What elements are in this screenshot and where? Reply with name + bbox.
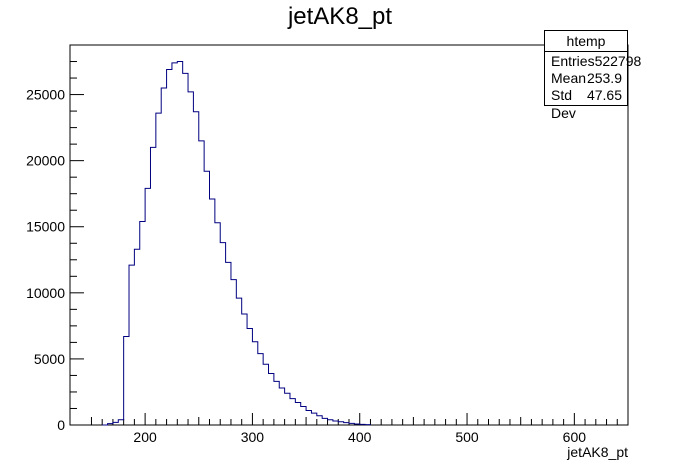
x-axis-label: jetAK8_pt (566, 444, 628, 460)
stats-box: htemp Entries 522798 Mean 253.9 Std Dev … (544, 30, 641, 121)
stats-value: 47.65 (586, 87, 622, 103)
stats-label: Std Dev (551, 87, 576, 121)
x-tick-label: 600 (563, 429, 587, 445)
y-tick-label: 5000 (34, 351, 65, 367)
stats-row-mean: Mean 253.9 (545, 69, 627, 86)
stats-box-title: htemp (545, 31, 627, 52)
x-tick-label: 300 (241, 429, 265, 445)
y-axis: 0 5000 10000 15000 20000 25000 (26, 61, 84, 433)
y-tick-label: 10000 (26, 285, 65, 301)
chart-title: jetAK8_pt (287, 3, 392, 30)
y-tick-label: 0 (57, 417, 65, 433)
x-tick-label: 400 (348, 429, 372, 445)
histogram-series-line (102, 61, 371, 426)
y-tick-label: 15000 (26, 219, 65, 235)
x-axis: 200 300 400 500 600 (90, 413, 629, 445)
y-tick-label: 20000 (26, 153, 65, 169)
stats-row-entries: Entries 522798 (545, 52, 641, 69)
stats-label: Mean (551, 70, 587, 86)
stats-label: Entries (551, 53, 595, 69)
x-tick-label: 500 (455, 429, 479, 445)
x-tick-label: 200 (133, 429, 157, 445)
stats-row-std-dev: Std Dev 47.65 (545, 86, 627, 121)
stats-value: 522798 (594, 53, 642, 69)
stats-value: 253.9 (586, 70, 622, 86)
y-tick-label: 25000 (26, 87, 65, 103)
